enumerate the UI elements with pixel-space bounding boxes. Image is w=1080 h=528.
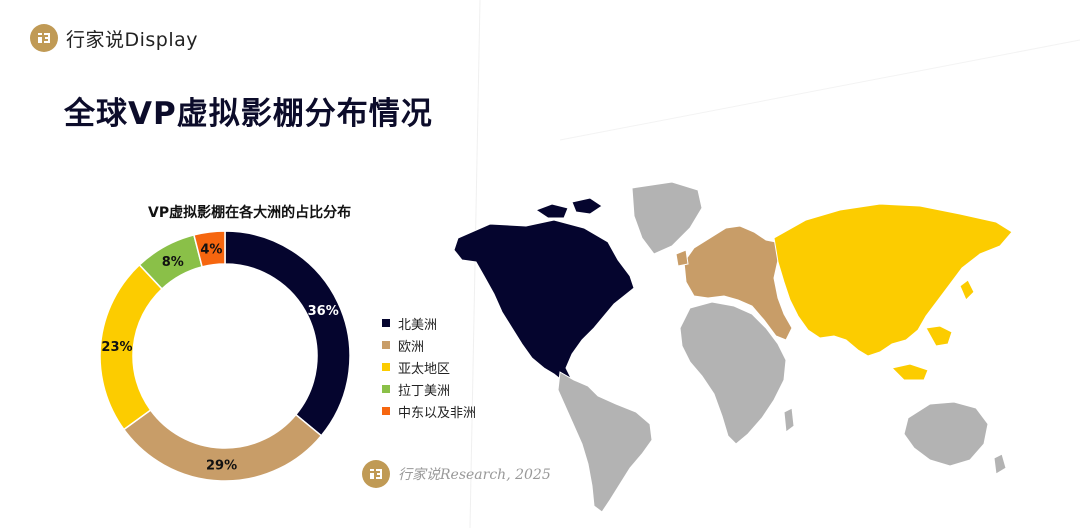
map-north-america	[453, 197, 635, 383]
brand-name: 行家说Display	[66, 28, 199, 51]
source-note: 行家说Research, 2025	[362, 460, 551, 488]
map-australia	[903, 401, 1007, 475]
legend-item-mideast-africa: 中东以及非洲	[382, 400, 476, 422]
page-title: 全球VP虚拟影棚分布情况	[64, 96, 433, 132]
chart-title: VP虚拟影棚在各大洲的占比分布	[148, 205, 352, 221]
legend-swatch	[382, 341, 390, 349]
brand-logo-icon	[30, 24, 58, 52]
data-label-europe: 29%	[206, 458, 237, 473]
legend-swatch	[382, 319, 390, 327]
legend-label: 拉丁美洲	[398, 383, 451, 399]
map-asia-pacific	[773, 203, 1013, 381]
legend-label: 欧洲	[398, 339, 425, 355]
map-greenland	[631, 181, 703, 255]
legend-label: 中东以及非洲	[398, 405, 477, 421]
data-label-north-america: 36%	[308, 304, 339, 319]
data-label-mideast-africa: 4%	[200, 242, 222, 257]
brand-logo-icon	[362, 460, 390, 488]
world-map	[453, 181, 1013, 513]
chart-legend: 北美洲 欧洲 亚太地区 拉丁美洲 中东以及非洲	[382, 312, 476, 422]
map-latin-america	[557, 371, 653, 513]
legend-item-north-america: 北美洲	[382, 312, 476, 334]
legend-item-europe: 欧洲	[382, 334, 476, 356]
map-europe	[675, 225, 793, 341]
map-africa	[679, 301, 795, 445]
source-text: 行家说Research, 2025	[398, 467, 551, 483]
donut-slice-north-america	[224, 230, 351, 437]
legend-item-asia-pacific: 亚太地区	[382, 356, 476, 378]
donut-chart: 36% 29% 23% 8% 4%	[99, 230, 351, 482]
legend-label: 北美洲	[398, 317, 438, 333]
brand-header: 行家说Display	[30, 24, 198, 52]
legend-item-latin-america: 拉丁美洲	[382, 378, 476, 400]
data-label-latin-america: 8%	[162, 255, 184, 270]
legend-swatch	[382, 363, 390, 371]
legend-label: 亚太地区	[398, 361, 451, 377]
data-label-asia-pacific: 23%	[101, 340, 132, 355]
donut-slice-mideast-africa	[193, 230, 226, 268]
legend-swatch	[382, 385, 390, 393]
legend-swatch	[382, 407, 390, 415]
